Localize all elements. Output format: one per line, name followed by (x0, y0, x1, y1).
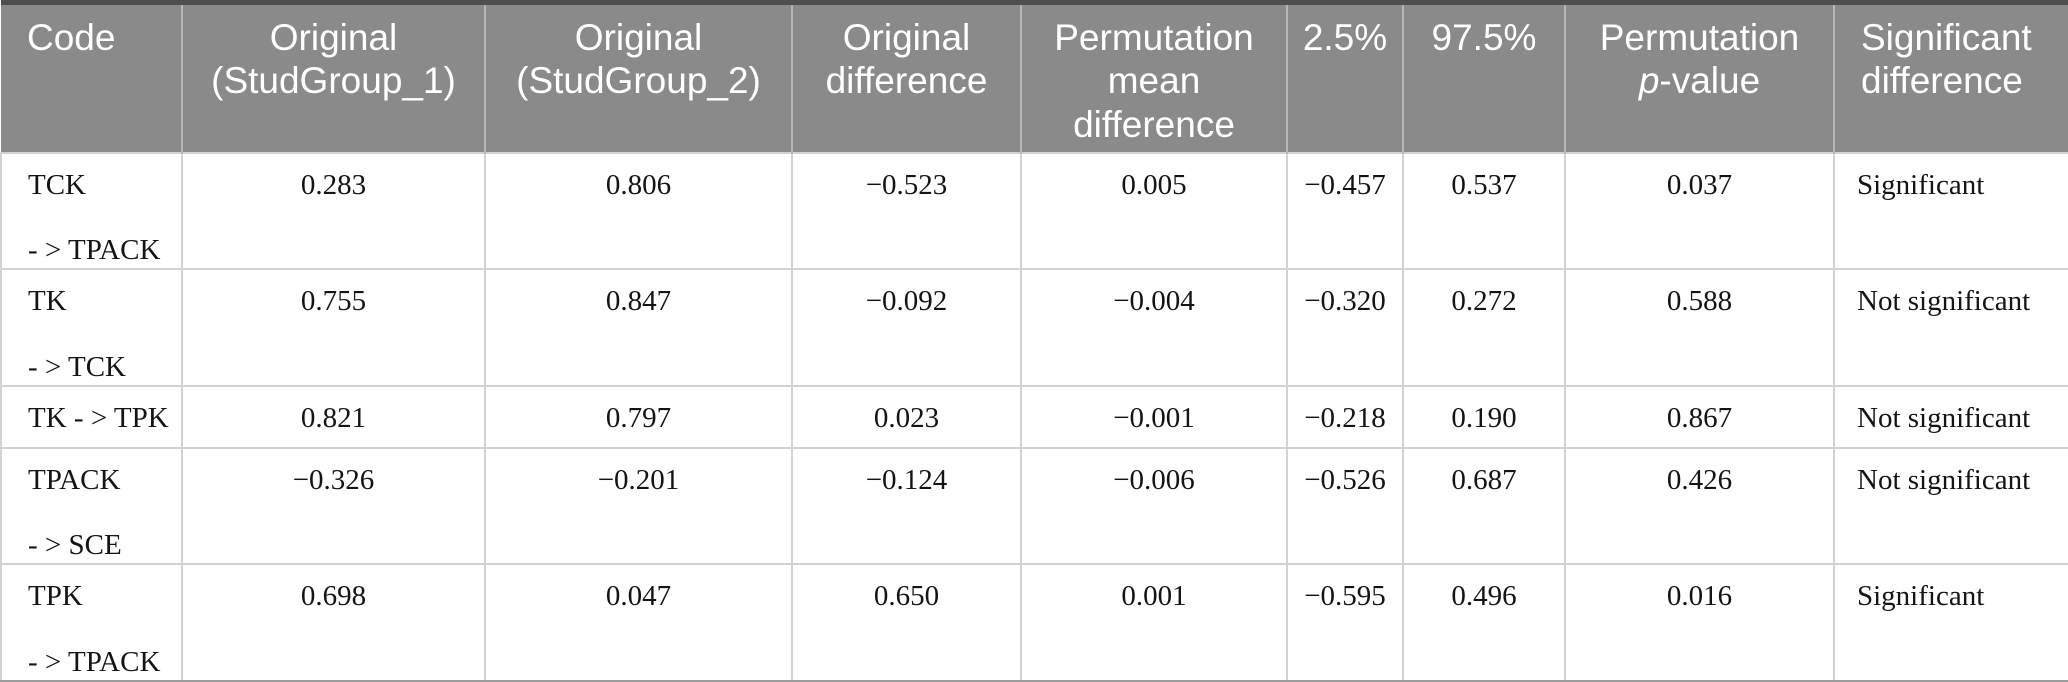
header-line: Significant (1861, 17, 2032, 58)
code-line: TCK (28, 168, 86, 201)
significance-cell: Not significant (1833, 446, 2068, 566)
value-cell: 0.190 (1402, 384, 1566, 449)
value-cell: 0.426 (1564, 446, 1835, 566)
code-line: TK (28, 285, 67, 318)
header-line: (StudGroup_2) (516, 60, 761, 102)
value-cell: 0.272 (1402, 268, 1566, 387)
value-cell: 0.687 (1402, 446, 1566, 566)
value-cell: −0.320 (1286, 268, 1404, 387)
header-line: 97.5% (1431, 17, 1537, 58)
col-header-significant-difference: Significant difference (1833, 2, 2068, 153)
header-line: Original (574, 17, 703, 58)
header-line: p-value (1576, 59, 1823, 102)
code-line: TPK (28, 580, 83, 613)
value-cell: 0.037 (1564, 151, 1835, 271)
code-cell: TPACK - > SCE (0, 446, 183, 566)
value-cell: 0.588 (1564, 268, 1835, 387)
value-cell: −0.001 (1020, 384, 1288, 449)
value-cell: −0.124 (791, 446, 1022, 566)
code-line: - > TPACK (28, 646, 161, 679)
code-line: - > TCK (28, 350, 126, 383)
code-cell: TPK - > TPACK (0, 563, 183, 682)
value-cell: 0.698 (181, 563, 486, 682)
col-header-original-difference: Original difference (791, 2, 1021, 153)
table-row: TK - > TPK 0.821 0.797 0.023 −0.001 −0.2… (0, 384, 2068, 449)
header-line: difference (825, 60, 988, 102)
table-row: TPK - > TPACK 0.698 0.047 0.650 0.001 −0… (0, 563, 2068, 682)
value-cell: −0.201 (484, 446, 793, 566)
table-row: TK - > TCK 0.755 0.847 −0.092 −0.004 −0.… (0, 268, 2068, 387)
value-cell: −0.218 (1286, 384, 1404, 449)
value-cell: 0.047 (484, 563, 793, 682)
header-line: difference (1073, 103, 1235, 145)
header-line: mean (1107, 60, 1201, 102)
col-header-original-studgroup-2: Original (StudGroup_2) (484, 2, 792, 153)
col-header-2-5-percent: 2.5% (1286, 2, 1403, 153)
significance-cell: Not significant (1833, 268, 2068, 387)
code-cell: TK - > TCK (0, 268, 183, 387)
value-cell: −0.595 (1286, 563, 1404, 682)
value-cell: −0.523 (791, 151, 1022, 271)
value-cell: 0.023 (791, 384, 1022, 449)
value-cell: 0.016 (1564, 563, 1835, 682)
header-line: 2.5% (1302, 17, 1388, 58)
table-row: TPACK - > SCE −0.326 −0.201 −0.124 −0.00… (0, 446, 2068, 566)
code-line: - > SCE (28, 529, 122, 562)
code-line: - > TPACK (28, 234, 161, 267)
col-header-code: Code (1, 2, 182, 153)
value-cell: 0.847 (484, 268, 793, 387)
value-cell: 0.797 (484, 384, 793, 449)
header-line: (StudGroup_1) (211, 60, 456, 102)
header-line: Permutation (1054, 17, 1254, 58)
p-italic: p (1638, 60, 1660, 102)
value-cell: 0.867 (1564, 384, 1835, 449)
code-line: TK - > TPK (28, 401, 169, 434)
value-cell: 0.821 (181, 384, 486, 449)
value-cell: −0.457 (1286, 151, 1404, 271)
table-header: Code Original (StudGroup_1) Original (St… (1, 2, 2068, 153)
col-header-original-studgroup-1: Original (StudGroup_1) (181, 2, 485, 153)
value-cell: 0.001 (1020, 563, 1288, 682)
value-cell: −0.006 (1020, 446, 1288, 566)
value-cell: 0.806 (484, 151, 793, 271)
value-cell: 0.755 (181, 268, 486, 387)
col-header-97-5-percent: 97.5% (1402, 2, 1565, 153)
value-cell: 0.537 (1402, 151, 1566, 271)
table-row: TCK - > TPACK 0.283 0.806 −0.523 0.005 −… (0, 151, 2068, 271)
significance-cell: Not significant (1833, 384, 2068, 449)
header-line: Original (269, 17, 398, 58)
significance-cell: Significant (1833, 151, 2068, 271)
header-row: Code Original (StudGroup_1) Original (St… (1, 2, 2068, 153)
code-cell: TK - > TPK (0, 384, 183, 449)
value-cell: 0.283 (181, 151, 486, 271)
col-header-permutation-p-value: Permutation p-value (1564, 2, 1834, 153)
significance-cell: Significant (1833, 563, 2068, 682)
p-suffix: -value (1659, 60, 1761, 102)
value-cell: −0.526 (1286, 446, 1404, 566)
value-cell: 0.650 (791, 563, 1022, 682)
header-line: Original (842, 17, 971, 58)
code-cell: TCK - > TPACK (0, 151, 183, 271)
table-body: TCK - > TPACK 0.283 0.806 −0.523 0.005 −… (0, 151, 2068, 682)
header-line: Permutation (1599, 17, 1800, 58)
value-cell: −0.326 (181, 446, 486, 566)
value-cell: 0.496 (1402, 563, 1566, 682)
header-line: difference (1861, 60, 2023, 102)
value-cell: −0.092 (791, 268, 1022, 387)
value-cell: 0.005 (1020, 151, 1288, 271)
code-line: TPACK (28, 463, 121, 496)
col-header-permutation-mean-difference: Permutation mean difference (1020, 2, 1287, 153)
header-line: Code (27, 17, 116, 58)
value-cell: −0.004 (1020, 268, 1288, 387)
